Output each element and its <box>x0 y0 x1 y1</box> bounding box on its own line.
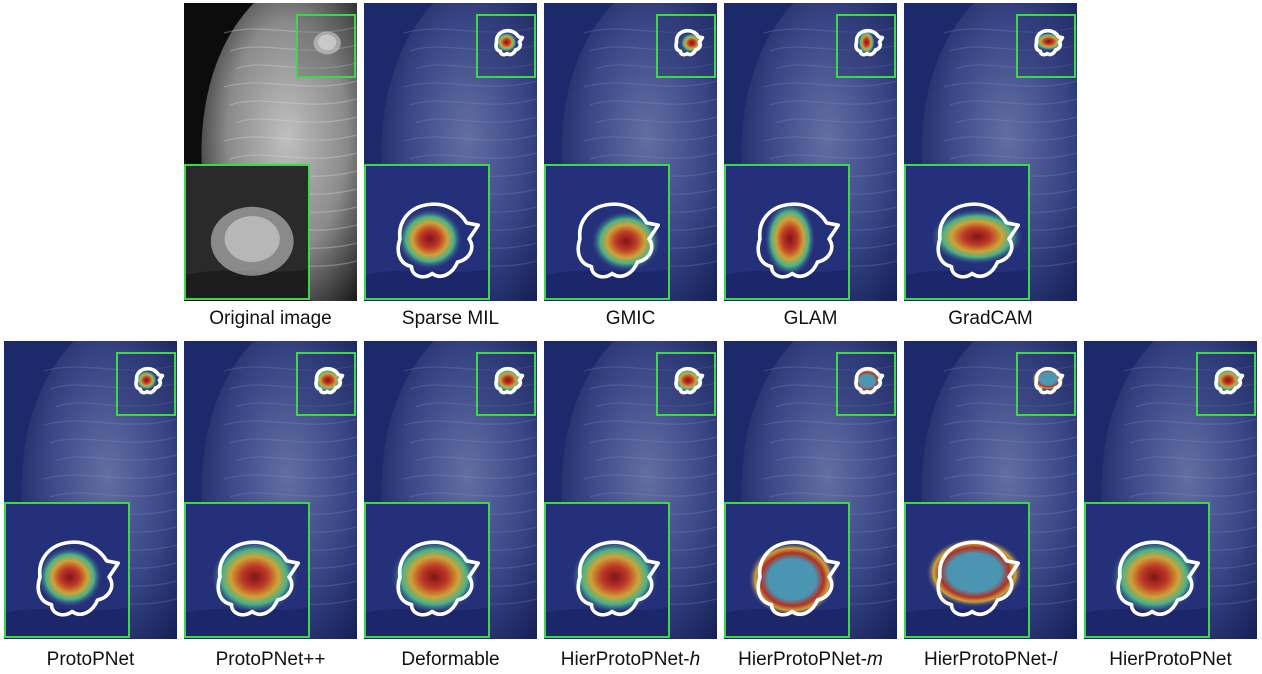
panel-hier_h <box>544 341 717 639</box>
caption-suffix: h <box>689 649 701 670</box>
caption-hier_l: HierProtoPNet-l <box>896 649 1086 671</box>
image-sparse_mil <box>364 3 537 301</box>
panel-gmic <box>544 3 717 301</box>
panel-gradcam <box>904 3 1077 301</box>
caption-deformable: Deformable <box>401 649 500 670</box>
caption-protopnet: ProtoPNet <box>46 649 135 670</box>
image-gmic <box>544 3 717 301</box>
caption-hier_m: HierProtoPNet-m <box>716 649 906 671</box>
caption-glam: GLAM <box>783 308 838 329</box>
caption-hier_h: HierProtoPNet-h <box>536 649 726 671</box>
image-gradcam <box>904 3 1077 301</box>
panel-sparse_mil <box>364 3 537 301</box>
caption-gradcam: GradCAM <box>948 308 1033 329</box>
image-glam <box>724 3 897 301</box>
panel-protopnetpp <box>184 341 357 639</box>
caption-original: Original image <box>209 308 332 329</box>
caption-suffix: l <box>1052 649 1058 670</box>
panel-glam <box>724 3 897 301</box>
caption-main: HierProtoPNet- <box>923 649 1053 670</box>
image-deformable <box>364 341 537 639</box>
panel-protopnet <box>4 341 177 639</box>
panel-hier_m <box>724 341 897 639</box>
caption-hier: HierProtoPNet <box>1109 649 1232 670</box>
image-hier_l <box>904 341 1077 639</box>
panel-original <box>184 3 357 301</box>
image-hier_m <box>724 341 897 639</box>
panel-hier_l <box>904 341 1077 639</box>
panel-hier <box>1084 341 1257 639</box>
image-hier <box>1084 341 1257 639</box>
image-original <box>184 3 357 301</box>
caption-protopnetpp: ProtoPNet++ <box>215 649 326 670</box>
image-protopnet <box>4 341 177 639</box>
caption-main: HierProtoPNet- <box>738 649 867 670</box>
panel-deformable <box>364 341 537 639</box>
image-hier_h <box>544 341 717 639</box>
caption-suffix: m <box>867 649 883 670</box>
caption-main: HierProtoPNet- <box>560 649 690 670</box>
image-protopnetpp <box>184 341 357 639</box>
caption-sparse_mil: Sparse MIL <box>401 308 500 329</box>
caption-gmic: GMIC <box>605 308 656 329</box>
